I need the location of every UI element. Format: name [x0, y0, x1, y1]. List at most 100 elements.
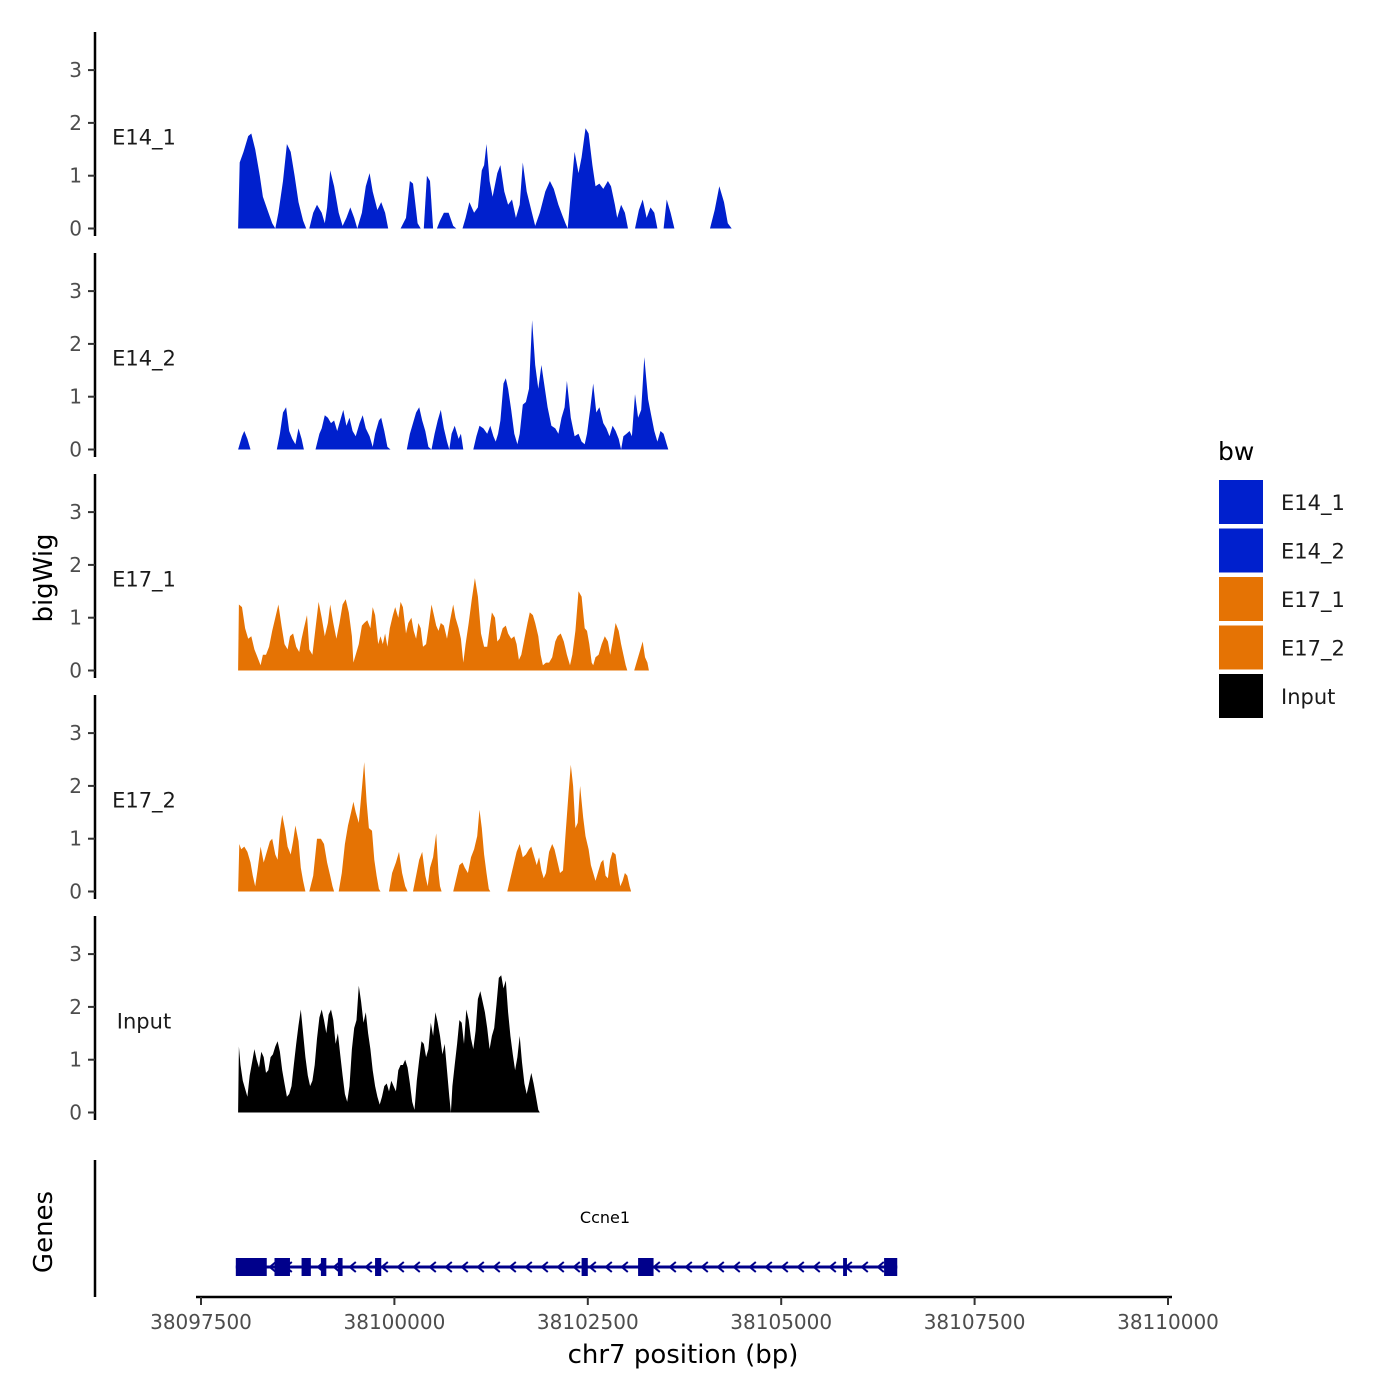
strand-arrow [732, 1261, 741, 1273]
strand-arrow [444, 1261, 453, 1273]
coverage-area-E17_2 [338, 762, 381, 892]
coverage-area-E14_1 [436, 212, 457, 229]
y-tick-label: 3 [69, 500, 82, 524]
strand-arrow [508, 1261, 517, 1273]
coverage-area-E14_1 [400, 181, 421, 229]
y-tick-label: 3 [69, 58, 82, 82]
strand-arrow [652, 1261, 661, 1273]
strand-arrow [412, 1261, 421, 1273]
x-tick-label: 38097500 [150, 1310, 252, 1334]
coverage-area-E14_1 [423, 175, 434, 229]
x-tick-label: 38107500 [924, 1310, 1026, 1334]
strand-arrow [588, 1261, 597, 1273]
coverage-area-Input [238, 975, 540, 1113]
strand-arrow [380, 1261, 389, 1273]
y-tick-label: 1 [69, 827, 82, 851]
track-E17_2: 0 1 2 3 E17_2 [69, 695, 632, 904]
strand-arrow [620, 1261, 629, 1273]
strand-arrow [476, 1261, 485, 1273]
legend-swatch [1219, 577, 1263, 621]
strand-arrow [460, 1261, 469, 1273]
legend-swatch [1219, 674, 1263, 718]
coverage-area-E17_1 [634, 641, 649, 671]
y-tick-label: 3 [69, 279, 82, 303]
coverage-area-E14_1 [309, 170, 389, 229]
gene-exon [375, 1258, 382, 1276]
strand-arrow [716, 1261, 725, 1273]
legend: bw E14_1 E14_2 E17_1 E17_2 Input [1218, 437, 1345, 718]
gene-exon [274, 1258, 290, 1276]
y-tick-label: 2 [69, 332, 82, 356]
track-label: E14_1 [112, 126, 176, 151]
y-tick-label: 1 [69, 385, 82, 409]
gene-name-label: Ccne1 [580, 1208, 630, 1227]
coverage-area-E14_1 [238, 133, 307, 229]
y-tick-label: 1 [69, 164, 82, 188]
y-axis-title: bigWig [29, 533, 59, 622]
y-tick-label: 1 [69, 606, 82, 630]
y-tick-label: 2 [69, 553, 82, 577]
coverage-area-E17_2 [389, 851, 408, 892]
gene-exon [337, 1258, 343, 1276]
y-tick-label: 0 [69, 1101, 82, 1125]
gene-exon [320, 1258, 327, 1276]
legend-swatch [1219, 480, 1263, 524]
strand-arrow [348, 1261, 357, 1273]
coverage-area-E14_1 [663, 199, 675, 229]
strand-arrow [332, 1261, 341, 1273]
strand-arrow [524, 1261, 533, 1273]
gene-exon [884, 1258, 898, 1276]
coverage-area-E14_2 [276, 407, 304, 450]
y-tick-label: 0 [69, 659, 82, 683]
strand-arrow [540, 1261, 549, 1273]
legend-swatch [1219, 625, 1263, 670]
strand-arrow [876, 1261, 885, 1273]
strand-arrow [812, 1261, 821, 1273]
strand-arrow [428, 1261, 437, 1273]
strand-arrow [492, 1261, 501, 1273]
y-tick-label: 0 [69, 438, 82, 462]
gene-exon [843, 1258, 847, 1276]
coverage-area-E14_2 [315, 409, 391, 450]
gene-exon [638, 1258, 654, 1276]
coverage-area-E14_1 [635, 199, 658, 229]
coverage-area-E17_2 [507, 764, 632, 892]
coverage-area-E17_2 [309, 838, 335, 892]
legend-label: E14_1 [1281, 491, 1345, 516]
coverage-area-E14_1 [462, 128, 628, 229]
coverage-area-E17_2 [453, 809, 491, 892]
y-tick-label: 0 [69, 217, 82, 241]
track-E17_1: 0 1 2 3 E17_1 [69, 474, 649, 683]
y-tick-label: 1 [69, 1048, 82, 1072]
coverage-area-E14_1 [710, 186, 732, 229]
x-tick-label: 38102500 [537, 1310, 639, 1334]
x-tick-label: 38105000 [730, 1310, 832, 1334]
strand-arrow [684, 1261, 693, 1273]
y-tick-label: 2 [69, 774, 82, 798]
x-tick-label: 38100000 [344, 1310, 446, 1334]
y-tick-label: 2 [69, 111, 82, 135]
strand-arrow [268, 1261, 277, 1273]
genes-panel-title: Genes [29, 1191, 59, 1273]
coverage-area-E17_2 [413, 833, 442, 892]
coverage-area-E17_2 [238, 814, 306, 892]
legend-label: E14_2 [1281, 540, 1345, 565]
track-label: E17_1 [112, 568, 176, 593]
legend-title: bw [1218, 437, 1254, 466]
track-E14_1: 0 1 2 3 E14_1 [69, 32, 732, 241]
strand-arrow [860, 1261, 869, 1273]
strand-arrow [364, 1261, 373, 1273]
strand-arrow [780, 1261, 789, 1273]
legend-swatch [1219, 528, 1263, 573]
track-panels: 0 1 2 3 E14_1 0 1 2 3 E14_2 0 1 2 3 E17_1 0 1 2 3 E17_2 0 1 2 3… [69, 32, 732, 1125]
strand-arrow [748, 1261, 757, 1273]
track-label: E14_2 [112, 347, 176, 372]
strand-arrow [764, 1261, 773, 1273]
gene-exon [301, 1258, 311, 1276]
strand-arrow [828, 1261, 837, 1273]
strand-arrow [668, 1261, 677, 1273]
legend-label: E17_1 [1281, 588, 1345, 613]
x-tick-label: 38110000 [1117, 1310, 1219, 1334]
y-tick-label: 3 [69, 942, 82, 966]
